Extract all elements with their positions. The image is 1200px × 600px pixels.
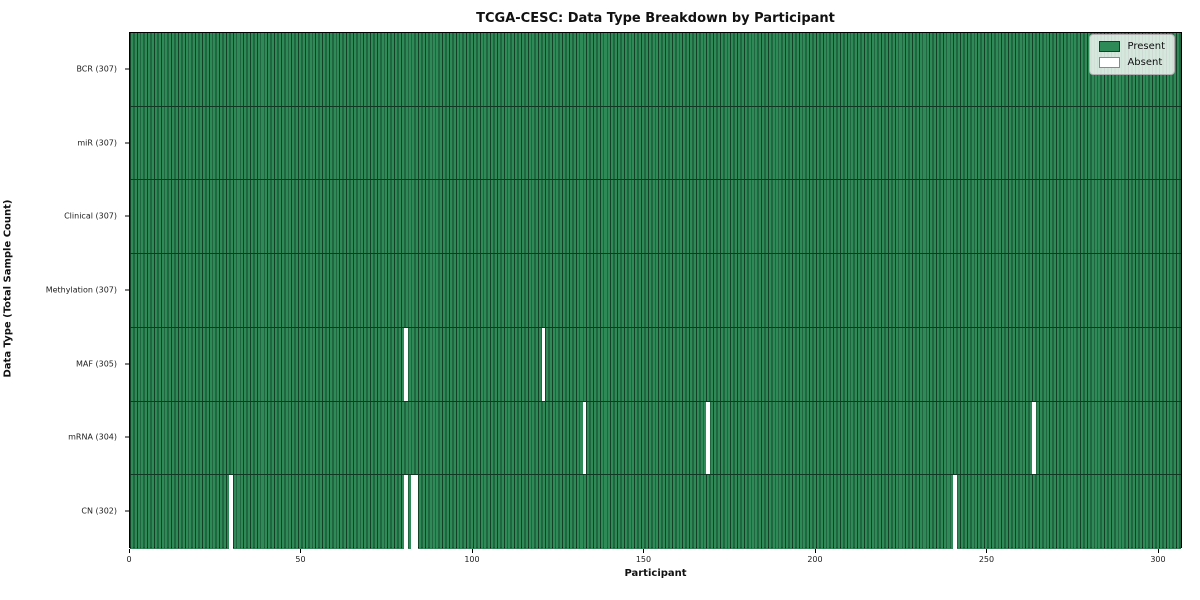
legend-entry-present: Present <box>1099 41 1165 52</box>
absent-cell <box>411 475 415 549</box>
absent-cell <box>414 475 419 549</box>
x-tick-label-250: 250 <box>978 555 995 564</box>
heatmap-row-clinical <box>130 180 1181 255</box>
absent-cell <box>541 327 546 401</box>
present-swatch-icon <box>1099 41 1121 52</box>
x-tick-mark <box>471 549 473 553</box>
absent-swatch-icon <box>1099 57 1121 68</box>
x-tick-mark <box>300 549 302 553</box>
heatmap-row-cn <box>130 475 1181 549</box>
heatmap-row-mrna <box>130 401 1181 476</box>
absent-cell <box>404 327 408 401</box>
heatmap-row-maf <box>130 327 1181 402</box>
heatmap-row-bcr <box>130 33 1181 107</box>
x-tick-label-0: 0 <box>126 555 132 564</box>
y-tick-mark <box>125 436 129 438</box>
y-tick-label-mir: miR (307) <box>77 138 117 148</box>
x-tick-mark <box>643 549 645 553</box>
y-tick-mark <box>125 68 129 70</box>
legend-entry-absent: Absent <box>1099 57 1165 68</box>
heatmap-plot-area <box>129 32 1182 549</box>
y-tick-mark <box>125 289 129 291</box>
y-tick-label-clinical: Clinical (307) <box>64 211 117 221</box>
x-tick-mark <box>814 549 816 553</box>
y-tick-mark <box>125 142 129 144</box>
absent-cell <box>706 401 710 475</box>
absent-cell <box>404 475 408 549</box>
present-cells-texture <box>130 180 1181 254</box>
absent-cell <box>229 475 233 549</box>
present-cells-texture <box>130 106 1181 180</box>
heatmap-row-methylation <box>130 254 1181 328</box>
x-tick-label-50: 50 <box>295 555 306 564</box>
x-axis-title: Participant <box>624 568 687 579</box>
y-tick-label-cn: CN (302) <box>81 506 117 516</box>
x-tick-mark <box>129 549 130 553</box>
present-cells-texture <box>130 401 1181 475</box>
legend-label-absent: Absent <box>1127 57 1163 68</box>
y-tick-mark <box>125 510 129 512</box>
y-tick-label-mrna: mRNA (304) <box>68 432 117 442</box>
chart-title: TCGA-CESC: Data Type Breakdown by Partic… <box>476 11 835 26</box>
heatmap-row-mir <box>130 106 1181 181</box>
y-tick-mark <box>125 215 129 217</box>
absent-cell <box>953 475 957 549</box>
y-tick-label-methylation: Methylation (307) <box>45 285 117 295</box>
present-cells-texture <box>130 254 1181 327</box>
y-tick-mark <box>125 363 129 365</box>
present-cells-texture <box>130 327 1181 401</box>
y-tick-label-maf: MAF (305) <box>75 359 117 369</box>
x-tick-mark <box>986 549 988 553</box>
y-tick-label-bcr: BCR (307) <box>76 64 117 74</box>
absent-cell <box>582 401 587 475</box>
x-tick-label-300: 300 <box>1150 555 1166 564</box>
legend-label-present: Present <box>1127 41 1165 52</box>
x-tick-label-150: 150 <box>635 555 652 564</box>
absent-cell <box>1032 401 1036 475</box>
x-tick-label-200: 200 <box>807 555 823 564</box>
legend: Present Absent <box>1089 34 1175 75</box>
present-cells-texture <box>130 33 1181 106</box>
x-tick-mark <box>1157 549 1159 553</box>
present-cells-texture <box>130 475 1181 549</box>
x-tick-label-100: 100 <box>464 555 480 564</box>
